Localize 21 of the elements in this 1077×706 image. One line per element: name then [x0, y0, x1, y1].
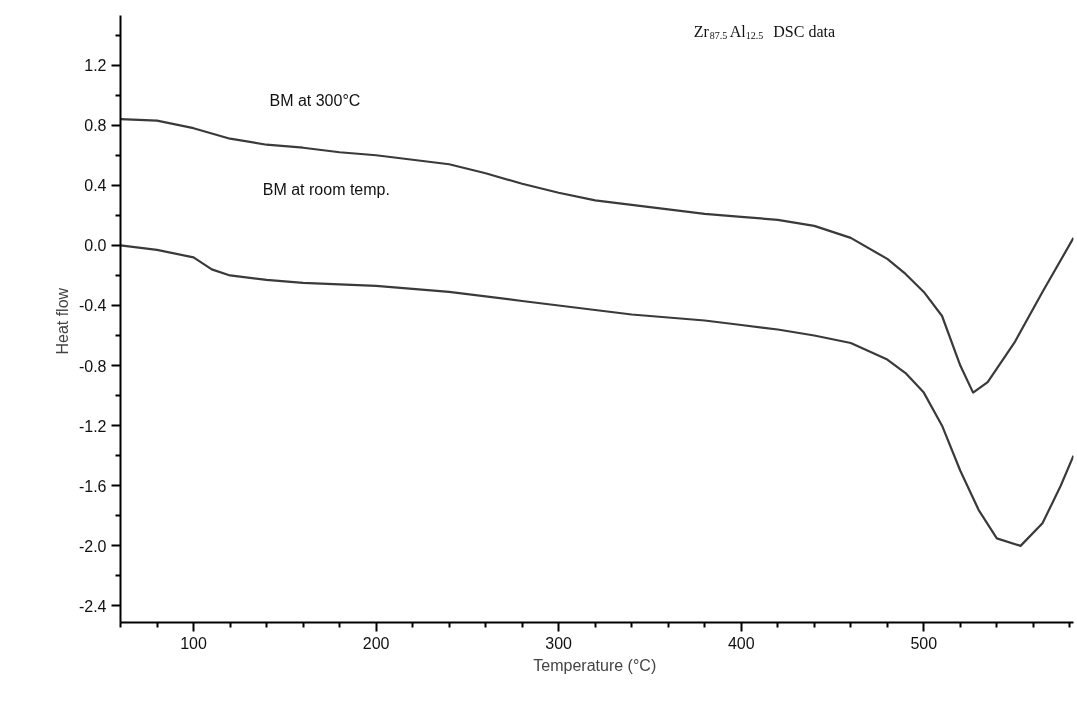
x-tick-label: 200 — [362, 634, 390, 652]
y-tick-label: -2.0 — [78, 537, 107, 555]
y-tick-label: -0.8 — [78, 357, 107, 375]
y-tick-label: -0.4 — [78, 297, 107, 315]
annotation: BM at room temp. — [262, 181, 390, 199]
y-tick-label: -1.2 — [78, 417, 107, 435]
y-tick-label: 1.2 — [84, 57, 107, 75]
annotation: BM at 300°C — [269, 91, 361, 109]
y-tick-label: -2.4 — [78, 597, 107, 615]
x-tick-label: 500 — [910, 634, 938, 652]
x-tick-label: 300 — [545, 634, 573, 652]
x-tick-label: 400 — [727, 634, 755, 652]
y-tick-label: -1.6 — [78, 477, 107, 495]
line-series — [120, 118, 1074, 394]
y-axis-title: Heat flow — [53, 287, 71, 355]
y-tick-label: 0.4 — [84, 177, 107, 195]
y-tick-label: 0.0 — [84, 237, 107, 255]
x-tick-label: 100 — [180, 634, 207, 652]
y-tick-label: 0.8 — [84, 117, 107, 135]
x-axis-title: Temperature (°C) — [533, 656, 657, 674]
line-series — [120, 244, 1074, 547]
